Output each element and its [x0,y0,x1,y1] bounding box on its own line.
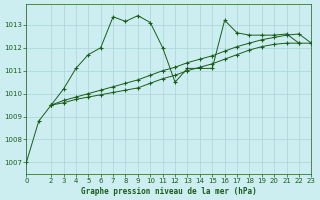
X-axis label: Graphe pression niveau de la mer (hPa): Graphe pression niveau de la mer (hPa) [81,187,257,196]
